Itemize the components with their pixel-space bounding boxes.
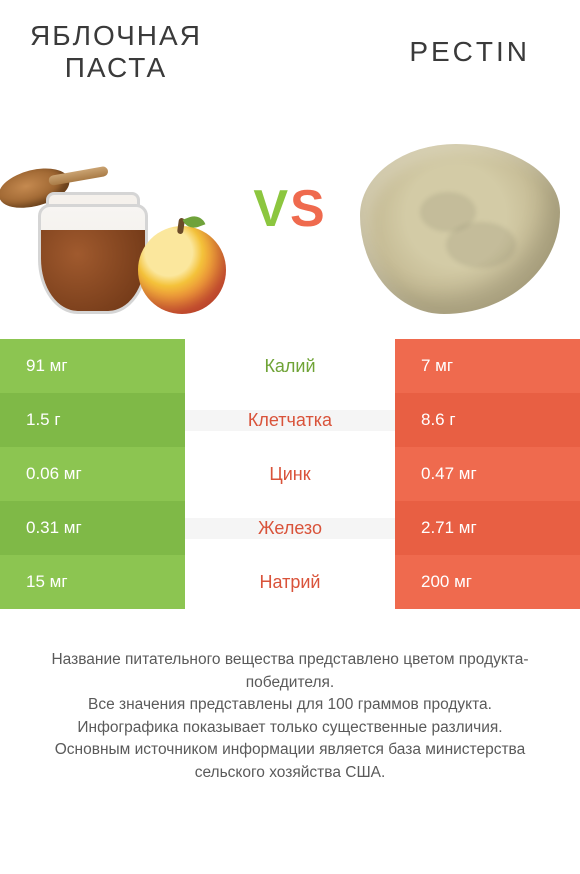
nutrient-label: Клетчатка: [185, 410, 395, 431]
nutrient-label: Железо: [185, 518, 395, 539]
value-right: 0.47 мг: [395, 447, 580, 501]
value-left: 0.31 мг: [0, 501, 185, 555]
table-row: 0.31 мгЖелезо2.71 мг: [0, 501, 580, 555]
table-row: 0.06 мгЦинк0.47 мг: [0, 447, 580, 501]
value-right: 2.71 мг: [395, 501, 580, 555]
note-line: Все значения представлены для 100 граммо…: [24, 694, 556, 716]
value-left: 15 мг: [0, 555, 185, 609]
note-line: Название питательного вещества представл…: [24, 649, 556, 694]
comparison-table: 91 мгКалий7 мг1.5 гКлетчатка8.6 г0.06 мг…: [0, 339, 580, 609]
value-left: 91 мг: [0, 339, 185, 393]
footer-notes: Название питательного вещества представл…: [24, 649, 556, 784]
nutrient-label: Цинк: [185, 464, 395, 485]
title-right: Pectin: [409, 36, 530, 68]
vs-label: VS: [253, 179, 326, 239]
title-left: Яблочная паста: [30, 20, 202, 84]
product-left-image: [20, 174, 160, 314]
nutrient-label: Калий: [185, 356, 395, 377]
value-right: 200 мг: [395, 555, 580, 609]
hero: VS: [20, 94, 560, 324]
table-row: 1.5 гКлетчатка8.6 г: [0, 393, 580, 447]
value-left: 0.06 мг: [0, 447, 185, 501]
value-right: 8.6 г: [395, 393, 580, 447]
title-left-line2: паста: [30, 52, 202, 84]
vs-s: S: [290, 180, 327, 238]
note-line: Основным источником информации является …: [24, 739, 556, 784]
product-right-image: [360, 144, 560, 314]
vs-v: V: [253, 180, 290, 238]
note-line: Инфографика показывает только существенн…: [24, 717, 556, 739]
header: Яблочная паста Pectin: [0, 0, 580, 94]
value-right: 7 мг: [395, 339, 580, 393]
table-row: 91 мгКалий7 мг: [0, 339, 580, 393]
apple-icon: [138, 226, 226, 314]
table-row: 15 мгНатрий200 мг: [0, 555, 580, 609]
nutrient-label: Натрий: [185, 572, 395, 593]
title-left-line1: Яблочная: [30, 20, 202, 52]
value-left: 1.5 г: [0, 393, 185, 447]
